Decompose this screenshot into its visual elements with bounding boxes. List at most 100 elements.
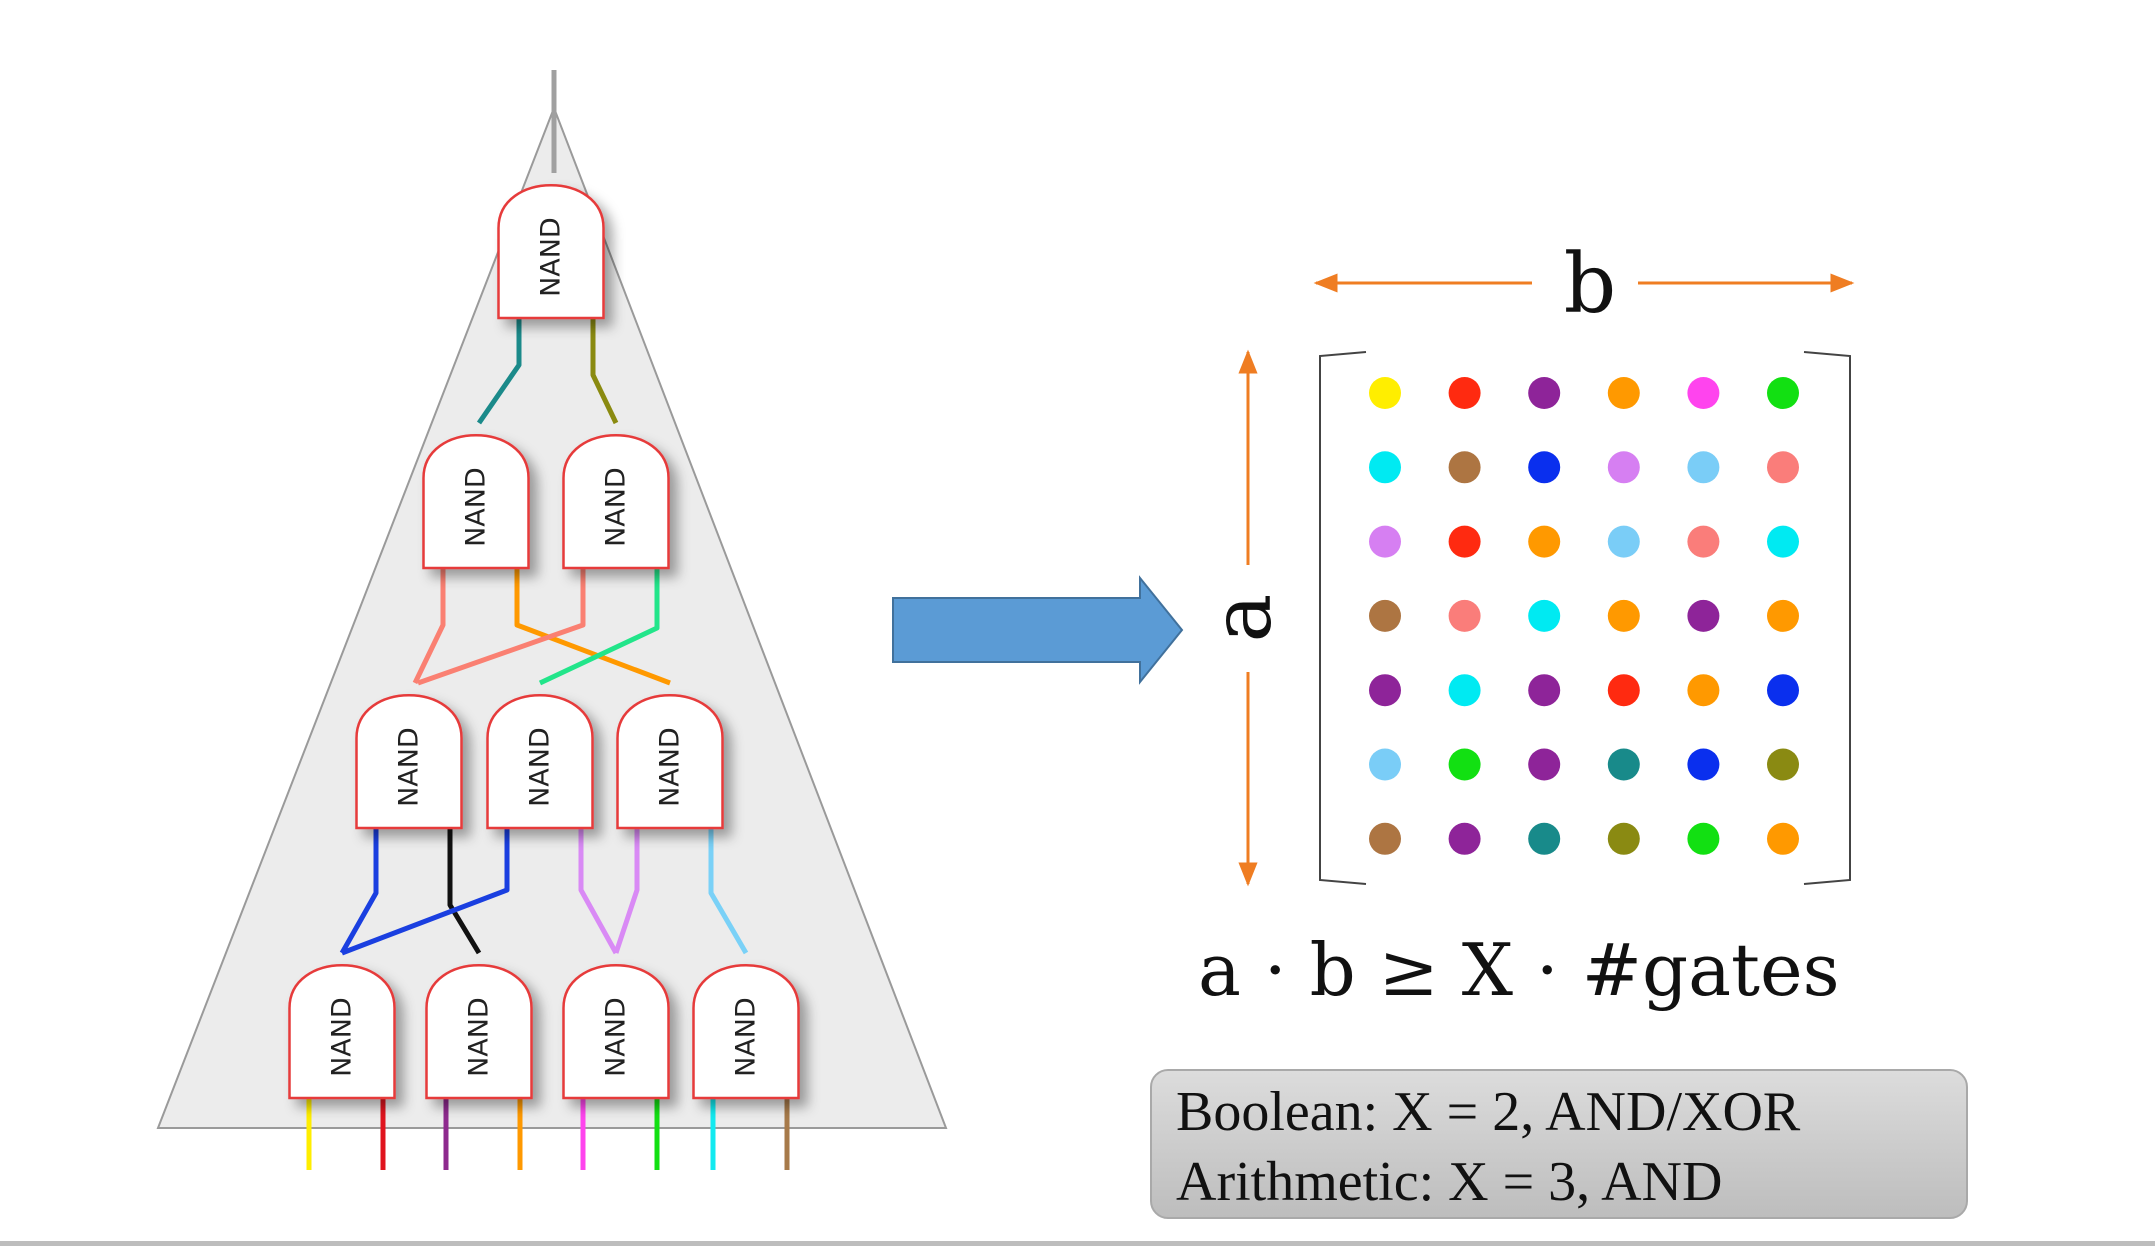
tree-wire-level1: [476, 318, 522, 425]
nand-gate-level-2: NAND: [422, 434, 530, 570]
nand-gate-body: [562, 964, 670, 1100]
matrix-dot: [1767, 377, 1799, 409]
nand-gate-body: [562, 434, 670, 570]
matrix-dot: [1448, 377, 1481, 409]
matrix-dot: [1767, 822, 1799, 855]
height-dimension: a: [1195, 349, 1290, 887]
nand-gate-body: [425, 964, 533, 1100]
nand-gate-label: NAND: [536, 217, 567, 297]
nand-gate-level-3: NAND: [616, 694, 724, 830]
matrix-dot: [1448, 822, 1481, 855]
tree-wire-level2: [412, 568, 446, 685]
matrix-dot: [1767, 525, 1799, 558]
tree-wire-level1: [590, 318, 619, 425]
matrix-dot: [1767, 674, 1799, 707]
tree-wire-level3: [708, 828, 749, 955]
matrix-dot: [1607, 599, 1640, 632]
matrix-dot: [1767, 599, 1799, 632]
matrix-dot: [1528, 748, 1561, 781]
tree-wire-level2: [514, 568, 671, 686]
matrix-dot: [1687, 674, 1720, 707]
tree-triangle: [156, 105, 948, 1129]
matrix-dot: [1528, 674, 1561, 707]
nand-gate-level-3: NAND: [486, 694, 594, 830]
matrix-dot: [1528, 377, 1561, 409]
nand-gate-level-3: NAND: [355, 694, 463, 830]
nand-gate-label: NAND: [655, 727, 686, 807]
tree-wire-level2: [417, 568, 586, 686]
matrix-brackets: [1319, 351, 1851, 885]
matrix-dot: [1687, 599, 1720, 632]
matrix-dot: [1528, 451, 1561, 484]
matrix-dot: [1767, 451, 1799, 484]
matrix-dot: [1687, 525, 1720, 558]
matrix-dot: [1607, 674, 1640, 707]
matrix-dot: [1369, 822, 1401, 855]
tree-wire-level3: [578, 828, 619, 955]
x-value-note: Boolean: X = 2, AND/XOR Arithmetic: X = …: [1150, 1069, 1968, 1219]
arithmetic-note: Arithmetic: X = 3, AND: [1176, 1151, 1723, 1213]
matrix-dot: [1448, 599, 1481, 632]
nand-gate-body: [355, 694, 463, 830]
nand-gate-level-4: NAND: [562, 964, 670, 1100]
matrix-dot: [1607, 822, 1640, 855]
matrix-bracket-right: [1803, 351, 1851, 885]
matrix-dot: [1369, 674, 1401, 707]
nand-gate-body: [486, 694, 594, 830]
nand-gate-label: NAND: [461, 467, 492, 547]
nand-gate-body: [692, 964, 800, 1100]
nand-gate-label: NAND: [601, 997, 632, 1077]
width-dimension: b: [1313, 237, 1855, 332]
nand-gate-body: [422, 434, 530, 570]
nand-gate-level-4: NAND: [425, 964, 533, 1100]
tree-wire-level3: [613, 828, 640, 954]
gate-count-formula: a · b ≥ X · #gates: [1198, 928, 1840, 1012]
matrix-dot: [1528, 525, 1561, 558]
matrix-dot: [1607, 748, 1640, 781]
nand-gate-label: NAND: [327, 997, 358, 1077]
nand-gate-level-1: NAND: [497, 184, 605, 320]
matrix-dot: [1528, 822, 1561, 855]
matrix-width-label: b: [1564, 237, 1617, 332]
matrix-dot: [1369, 377, 1401, 409]
nand-gate-level-4: NAND: [288, 964, 396, 1100]
matrix-dot: [1369, 451, 1401, 484]
nand-gate-label: NAND: [731, 997, 762, 1077]
nand-gate-body: [616, 694, 724, 830]
transform-arrow-icon: [892, 575, 1184, 685]
matrix-dot: [1448, 674, 1481, 707]
matrix-dot: [1369, 525, 1401, 558]
matrix-dot: [1607, 525, 1640, 558]
tree-wire-level3: [339, 828, 379, 955]
matrix-dot: [1767, 748, 1799, 781]
matrix-dot: [1607, 377, 1640, 409]
matrix-dot: [1448, 451, 1481, 484]
matrix-dot: [1607, 451, 1640, 484]
matrix-bracket-left: [1319, 351, 1367, 885]
nand-gate-level-4: NAND: [692, 964, 800, 1100]
matrix-grid: [1369, 377, 1799, 855]
bottom-divider: [0, 1241, 2155, 1246]
nand-gate-label: NAND: [394, 727, 425, 807]
matrix-dot: [1687, 377, 1720, 409]
matrix-dot: [1687, 748, 1720, 781]
matrix-dot: [1528, 599, 1561, 632]
tree-wire-level2: [538, 568, 660, 686]
tree-wire-level3: [447, 828, 482, 955]
nand-gate-body: [288, 964, 396, 1100]
matrix-dot: [1369, 748, 1401, 781]
nand-gate-label: NAND: [464, 997, 495, 1077]
matrix-dot: [1369, 599, 1401, 632]
matrix-dot: [1687, 822, 1720, 855]
matrix-dot: [1448, 525, 1481, 558]
tree-wire-level3: [341, 828, 510, 956]
matrix-dot: [1687, 451, 1720, 484]
nand-gate-label: NAND: [601, 467, 632, 547]
matrix-height-label: a: [1195, 594, 1290, 643]
nand-gate-body: [497, 184, 605, 320]
nand-gate-level-2: NAND: [562, 434, 670, 570]
matrix-dot: [1448, 748, 1481, 781]
